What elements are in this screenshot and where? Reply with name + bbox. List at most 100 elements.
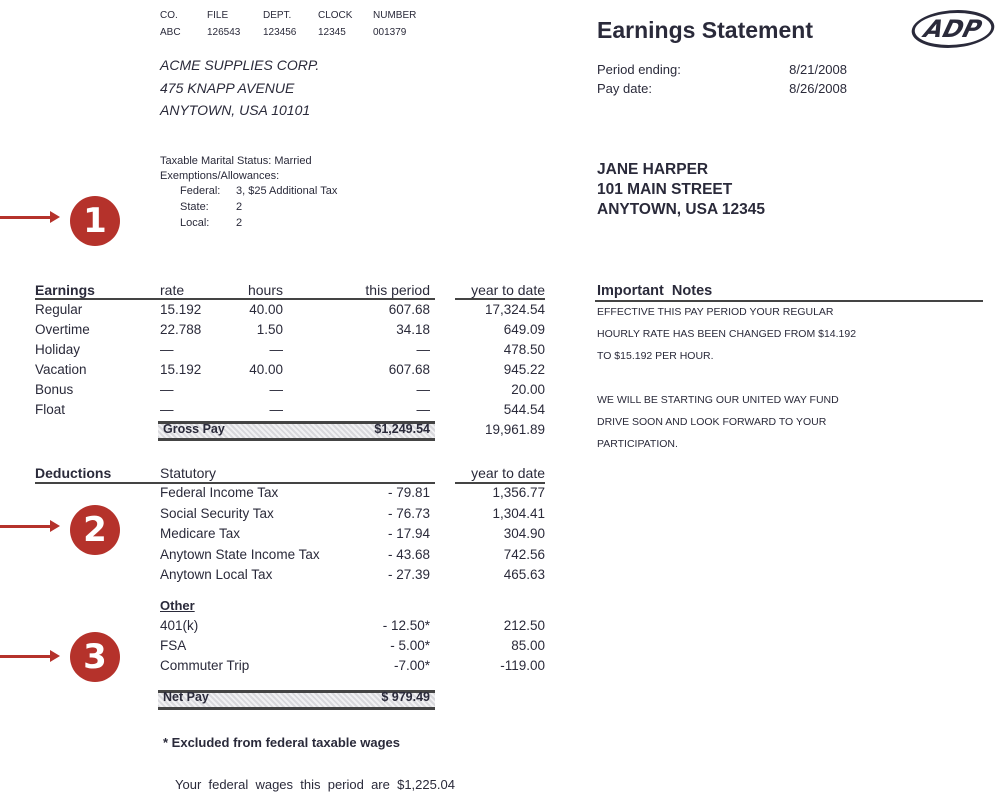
note-line: WE WILL BE STARTING OUR UNITED WAY FUND <box>597 394 839 406</box>
earning-ytd: 649.09 <box>503 322 545 337</box>
deduction-ytd: 742.56 <box>503 546 545 562</box>
earning-type: Regular <box>35 302 83 317</box>
federal-value: 3, $25 Additional Tax <box>236 185 338 197</box>
deduction-ytd: 304.90 <box>503 526 545 541</box>
deduction-this-period: - 79.81 <box>387 485 430 500</box>
earning-type: Holiday <box>35 342 81 357</box>
earnings-row: Float — — — 544.54 <box>0 402 560 422</box>
deduction-this-period: -7.00* <box>393 658 430 673</box>
other-header: Other <box>0 598 560 618</box>
earning-rate: 15.192 <box>160 302 202 317</box>
callout-badge-2: 2 <box>70 505 120 555</box>
period-ending-label: Period ending: <box>597 62 681 77</box>
callout-badge-1: 1 <box>70 196 120 246</box>
company-address-2: ANYTOWN, USA 10101 <box>160 102 311 118</box>
divider <box>35 482 435 484</box>
deduction-name: Federal Income Tax <box>160 485 279 500</box>
pay-date-value: 8/26/2008 <box>789 81 847 96</box>
arrow-icon <box>0 211 60 223</box>
divider <box>595 300 983 302</box>
code-value: 12345 <box>318 27 346 38</box>
deduction-name: FSA <box>160 638 187 653</box>
local-label: Local: <box>180 217 210 229</box>
earnings-header: Earnings rate hours this period year to … <box>0 282 560 302</box>
deduction-name: Anytown Local Tax <box>160 567 273 582</box>
exemptions-label: Exemptions/Allowances: <box>160 170 280 182</box>
deduction-ytd: 1,356.77 <box>492 485 545 500</box>
deduction-this-period: - 17.94 <box>387 526 430 541</box>
federal-wages: Your federal wages this period are $1,22… <box>175 777 455 792</box>
earning-ytd: 20.00 <box>511 382 545 397</box>
code-value: 123456 <box>263 27 297 38</box>
gross-pay-box <box>158 421 435 441</box>
earnings-row: Holiday — — — 478.50 <box>0 342 560 362</box>
deduction-this-period: - 43.68 <box>387 546 430 562</box>
earning-type: Bonus <box>35 382 74 397</box>
federal-label: Federal: <box>180 185 221 197</box>
other-deduction-row: FSA - 5.00* 85.00 <box>0 638 560 658</box>
deductions-title: Deductions <box>35 465 112 481</box>
deduction-name: Commuter Trip <box>160 658 250 673</box>
arrow-icon <box>0 520 60 532</box>
earning-type: Overtime <box>35 322 90 337</box>
employee-address-2: ANYTOWN, USA 12345 <box>597 201 765 218</box>
deduction-name: 401(k) <box>160 618 199 633</box>
note-line: EFFECTIVE THIS PAY PERIOD YOUR REGULAR <box>597 306 834 318</box>
divider <box>35 298 435 300</box>
gross-pay-label: Gross Pay <box>163 422 225 436</box>
earning-rate: — <box>160 342 174 357</box>
earnings-row: Bonus — — — 20.00 <box>0 382 560 402</box>
deduction-ytd: 465.63 <box>503 567 545 582</box>
earning-type: Float <box>35 402 66 417</box>
earning-ytd: 478.50 <box>503 342 545 357</box>
deduction-name: Social Security Tax <box>160 505 274 521</box>
earning-this-period: — <box>416 342 431 357</box>
adp-logo-text: ADP <box>921 15 985 43</box>
earning-hours: 40.00 <box>249 362 283 377</box>
adp-logo: ADP <box>906 10 1000 48</box>
earning-this-period: — <box>416 382 431 397</box>
deduction-ytd: -119.00 <box>500 658 545 673</box>
col-ytd: year to date <box>471 465 545 481</box>
marital-status: Taxable Marital Status: Married <box>160 155 312 167</box>
divider <box>455 482 545 484</box>
earning-hours: — <box>269 342 284 357</box>
col-rate: rate <box>160 282 185 298</box>
code-label: CLOCK <box>318 10 353 21</box>
employee-address-1: 101 MAIN STREET <box>597 181 733 198</box>
col-ytd: year to date <box>471 282 545 298</box>
earning-hours: — <box>269 402 284 417</box>
code-label: NUMBER <box>373 10 417 21</box>
code-label: CO. <box>160 10 178 21</box>
earnings-row: Overtime 22.788 1.50 34.18 649.09 <box>0 322 560 342</box>
code-label: DEPT. <box>263 10 292 21</box>
period-ending-value: 8/21/2008 <box>789 62 847 77</box>
callout-badge-3: 3 <box>70 632 120 682</box>
other-deduction-row: Commuter Trip -7.00* -119.00 <box>0 658 560 678</box>
deduction-name: Medicare Tax <box>160 526 241 541</box>
company-name: ACME SUPPLIES CORP. <box>160 57 320 73</box>
earning-this-period: — <box>416 402 431 417</box>
earnings-row: Vacation 15.192 40.00 607.68 945.22 <box>0 362 560 382</box>
gross-pay-ytd: 19,961.89 <box>484 422 545 437</box>
earning-hours: 40.00 <box>249 302 283 317</box>
statutory-deduction-row: Social Security Tax - 76.73 1,304.41 <box>0 506 560 526</box>
earnings-row: Regular 15.192 40.00 607.68 17,324.54 <box>0 302 560 322</box>
statutory-label: Statutory <box>160 465 217 481</box>
code-value: 001379 <box>373 27 407 38</box>
earning-ytd: 945.22 <box>503 362 545 377</box>
state-value: 2 <box>236 201 243 213</box>
net-pay-label: Net Pay <box>163 690 209 704</box>
statement-title: Earnings Statement <box>597 17 813 43</box>
gross-pay-row: Gross Pay $1,249.54 19,961.89 <box>0 422 560 442</box>
deduction-ytd: 85.00 <box>511 638 545 653</box>
deduction-this-period: - 5.00* <box>390 638 430 653</box>
note-line: HOURLY RATE HAS BEEN CHANGED FROM $14.19… <box>597 328 857 340</box>
earning-hours: 1.50 <box>256 322 283 337</box>
note-line: DRIVE SOON AND LOOK FORWARD TO YOUR <box>597 416 827 428</box>
code-value: 126543 <box>207 27 241 38</box>
statutory-deduction-row: Medicare Tax - 17.94 304.90 <box>0 526 560 546</box>
deduction-this-period: - 27.39 <box>387 567 430 582</box>
company-address-1: 475 KNAPP AVENUE <box>160 80 295 96</box>
